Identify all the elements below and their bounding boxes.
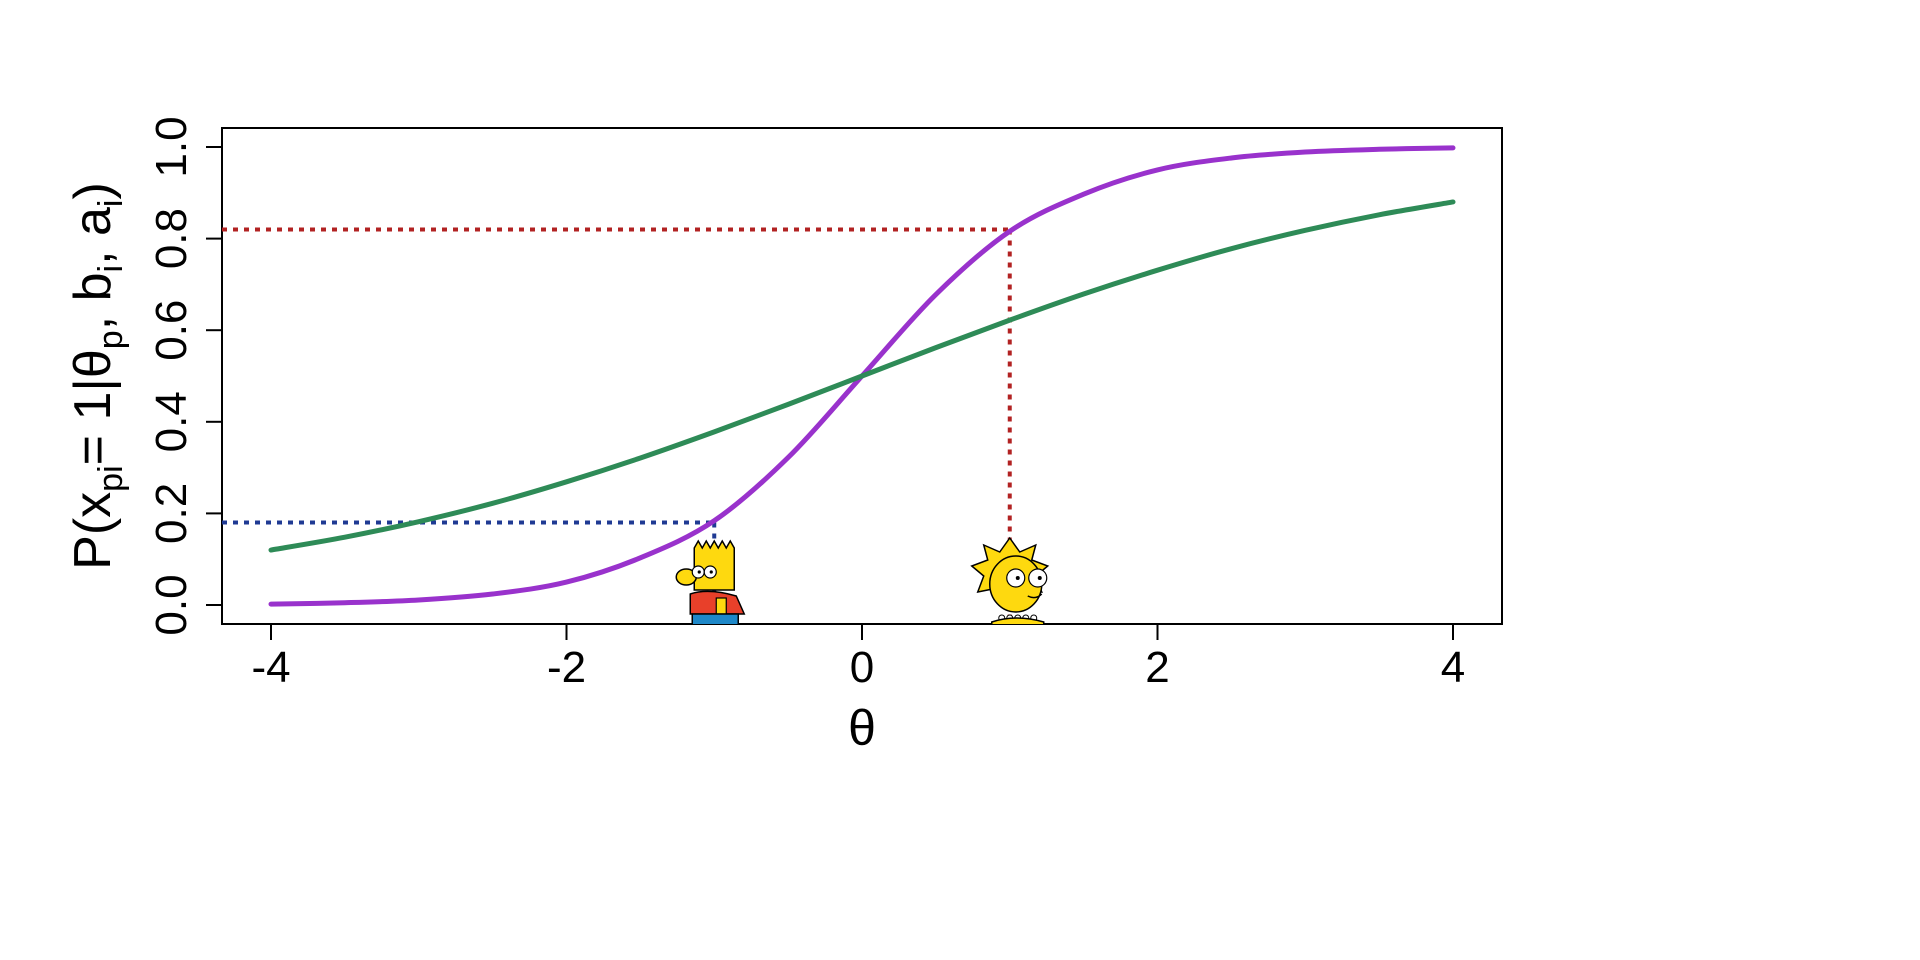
bart-character-icon [675, 539, 746, 624]
x-tick-label: 0 [850, 643, 874, 692]
x-tick-label: 4 [1441, 643, 1465, 692]
series-line-2 [268, 199, 1456, 553]
series-group [268, 145, 1456, 607]
y-tick-label: 0.2 [147, 483, 196, 544]
y-tick-label: 0.6 [147, 300, 196, 361]
x-tick-label: 2 [1145, 643, 1169, 692]
y-tick-label: 0.4 [147, 391, 196, 452]
axes-ticks: -4 -2 0 2 4 0.0 0.2 0.4 0.6 0.8 1.0 [147, 116, 1465, 692]
character-markers [675, 536, 1050, 624]
x-tick-label: -4 [251, 643, 290, 692]
y-tick-label: 0.0 [147, 574, 196, 635]
y-tick-label: 0.8 [147, 208, 196, 269]
x-axis-title: θ [848, 700, 876, 756]
y-tick-label: 1.0 [147, 116, 196, 177]
x-tick-label: -2 [547, 643, 586, 692]
plot-area [222, 145, 1456, 624]
reference-lines [222, 227, 1012, 624]
lisa-character-icon [970, 536, 1050, 624]
y-axis-title: P(xpi= 1|θp, bi, ai) [64, 182, 130, 570]
